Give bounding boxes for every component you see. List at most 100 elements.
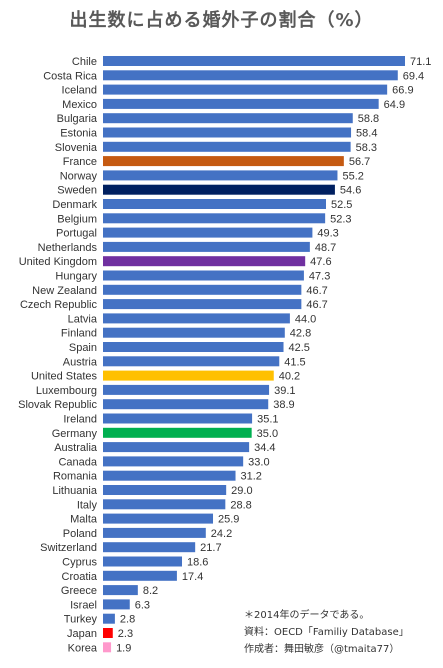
bar-bulgaria	[103, 113, 353, 124]
bar-luxembourg	[103, 384, 270, 395]
bar-sweden	[103, 184, 335, 195]
value-label-portugal: 49.3	[317, 228, 338, 240]
bar-cyprus	[103, 556, 183, 567]
category-label-denmark: Denmark	[52, 199, 97, 211]
category-label-canada: Canada	[58, 456, 97, 468]
bar-romania	[103, 470, 236, 481]
category-label-belgium: Belgium	[57, 213, 97, 225]
value-label-poland: 24.2	[211, 528, 232, 540]
category-label-mexico: Mexico	[62, 99, 97, 111]
bar-japan	[103, 628, 113, 638]
category-label-netherlands: Netherlands	[38, 242, 98, 254]
category-label-iceland: Iceland	[62, 85, 97, 97]
category-label-united-states: United States	[31, 371, 98, 383]
bar-denmark	[103, 199, 326, 209]
bar-estonia	[103, 127, 352, 138]
bar-croatia	[103, 570, 177, 581]
value-label-latvia: 44.0	[295, 313, 316, 325]
bar-finland	[103, 327, 285, 338]
chart-notes: ＊2014年のデータである。 資料：OECD「Familiy Database」…	[244, 607, 409, 658]
value-label-sweden: 54.6	[340, 185, 361, 197]
value-label-france: 56.7	[349, 156, 370, 168]
bar-czech-republic	[103, 299, 302, 310]
category-label-turkey: Turkey	[64, 614, 98, 626]
bar-france	[103, 156, 344, 167]
bar-canada	[103, 456, 244, 467]
category-label-switzerland: Switzerland	[40, 542, 97, 554]
category-label-norway: Norway	[60, 170, 98, 182]
bar-slovak-republic	[103, 399, 269, 410]
category-label-costa-rica: Costa Rica	[43, 70, 98, 82]
value-label-mexico: 64.9	[384, 99, 405, 111]
bar-turkey	[103, 613, 115, 624]
category-label-malta: Malta	[70, 514, 98, 526]
bar-greece	[103, 585, 138, 596]
category-label-italy: Italy	[77, 499, 98, 511]
category-label-chile: Chile	[72, 56, 97, 68]
category-label-estonia: Estonia	[60, 128, 98, 140]
bar-chile	[103, 56, 405, 66]
category-label-portugal: Portugal	[56, 228, 97, 240]
value-label-belgium: 52.3	[330, 213, 351, 225]
category-label-france: France	[63, 156, 97, 168]
category-label-lithuania: Lithuania	[52, 485, 98, 497]
value-label-chile: 71.1	[410, 56, 431, 68]
category-label-new-zealand: New Zealand	[32, 285, 97, 297]
value-label-bulgaria: 58.8	[358, 113, 379, 125]
bar-united-states	[103, 370, 274, 381]
bar-lithuania	[103, 485, 227, 495]
bar-poland	[103, 527, 206, 538]
bar-costa-rica	[103, 70, 398, 81]
value-label-united-states: 40.2	[279, 371, 300, 383]
value-label-korea: 1.9	[116, 642, 131, 654]
category-label-finland: Finland	[61, 328, 97, 340]
value-label-malta: 25.9	[218, 514, 239, 526]
bar-mexico	[103, 98, 379, 109]
bar-slovenia	[103, 141, 351, 152]
value-label-slovenia: 58.3	[356, 142, 377, 154]
value-label-ireland: 35.1	[257, 414, 278, 426]
value-label-finland: 42.8	[290, 328, 311, 340]
category-label-japan: Japan	[67, 628, 97, 640]
value-label-switzerland: 21.7	[200, 542, 221, 554]
category-label-israel: Israel	[70, 599, 97, 611]
value-label-austria: 41.5	[284, 356, 305, 368]
value-label-germany: 35.0	[257, 428, 278, 440]
bar-switzerland	[103, 542, 196, 553]
bar-germany	[103, 427, 252, 438]
bar-korea	[103, 642, 112, 653]
value-label-croatia: 17.4	[182, 571, 203, 583]
bar-spain	[103, 342, 284, 352]
value-label-costa-rica: 69.4	[403, 70, 424, 82]
value-label-czech-republic: 46.7	[306, 299, 327, 311]
chart-title: 出生数に占める婚外子の割合（%）	[69, 10, 374, 31]
value-label-japan: 2.3	[118, 628, 133, 640]
bar-norway	[103, 170, 338, 181]
category-label-luxembourg: Luxembourg	[36, 385, 97, 397]
category-label-hungary: Hungary	[55, 271, 97, 283]
category-label-cyprus: Cyprus	[62, 557, 97, 569]
value-label-norway: 55.2	[342, 170, 363, 182]
value-label-luxembourg: 39.1	[274, 385, 295, 397]
bar-malta	[103, 513, 214, 524]
note-data-year: ＊2014年のデータである。	[244, 610, 370, 621]
value-label-united-kingdom: 47.6	[310, 256, 331, 268]
value-label-italy: 28.8	[230, 499, 251, 511]
value-label-israel: 6.3	[135, 599, 150, 611]
category-label-croatia: Croatia	[62, 571, 98, 583]
value-label-romania: 31.2	[241, 471, 262, 483]
bar-israel	[103, 599, 130, 610]
category-label-united-kingdom: United Kingdom	[19, 256, 97, 268]
category-label-sweden: Sweden	[57, 185, 97, 197]
bar-hungary	[103, 270, 304, 281]
category-label-ireland: Ireland	[63, 414, 97, 426]
bar-netherlands	[103, 241, 310, 252]
category-label-austria: Austria	[63, 356, 98, 368]
category-label-romania: Romania	[53, 471, 98, 483]
category-label-australia: Australia	[54, 442, 98, 454]
category-label-bulgaria: Bulgaria	[57, 113, 98, 125]
category-label-poland: Poland	[63, 528, 97, 540]
bar-new-zealand	[103, 284, 302, 295]
